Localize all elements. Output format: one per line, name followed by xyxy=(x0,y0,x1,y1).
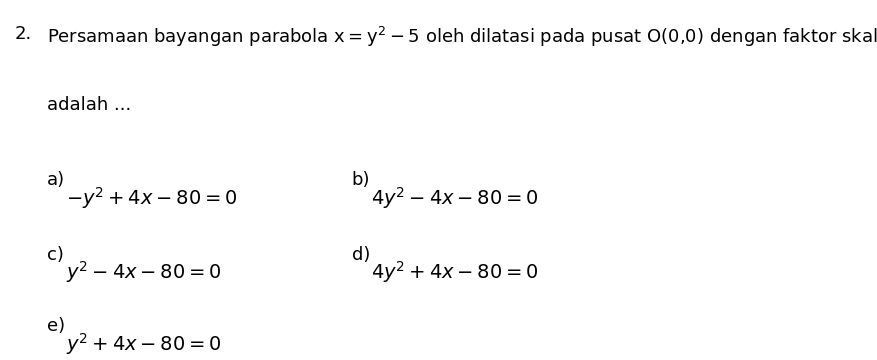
Text: $4y^2 + 4x - 80 = 0$: $4y^2 + 4x - 80 = 0$ xyxy=(371,260,538,285)
Text: e): e) xyxy=(46,317,65,335)
Text: $y^2 + 4x - 80 = 0$: $y^2 + 4x - 80 = 0$ xyxy=(66,331,222,357)
Text: Persamaan bayangan parabola $\mathrm{x} = \mathrm{y}^2 - 5$ oleh dilatasi pada p: Persamaan bayangan parabola $\mathrm{x} … xyxy=(46,25,877,49)
Text: b): b) xyxy=(351,171,369,189)
Text: a): a) xyxy=(46,171,65,189)
Text: $-y^2 + 4x - 80 = 0$: $-y^2 + 4x - 80 = 0$ xyxy=(66,185,238,211)
Text: adalah ...: adalah ... xyxy=(46,96,131,114)
Text: 2.: 2. xyxy=(14,25,32,43)
Text: $y^2 - 4x - 80 = 0$: $y^2 - 4x - 80 = 0$ xyxy=(66,260,222,285)
Text: d): d) xyxy=(351,246,369,264)
Text: c): c) xyxy=(46,246,63,264)
Text: $4y^2 - 4x - 80 = 0$: $4y^2 - 4x - 80 = 0$ xyxy=(371,185,538,211)
